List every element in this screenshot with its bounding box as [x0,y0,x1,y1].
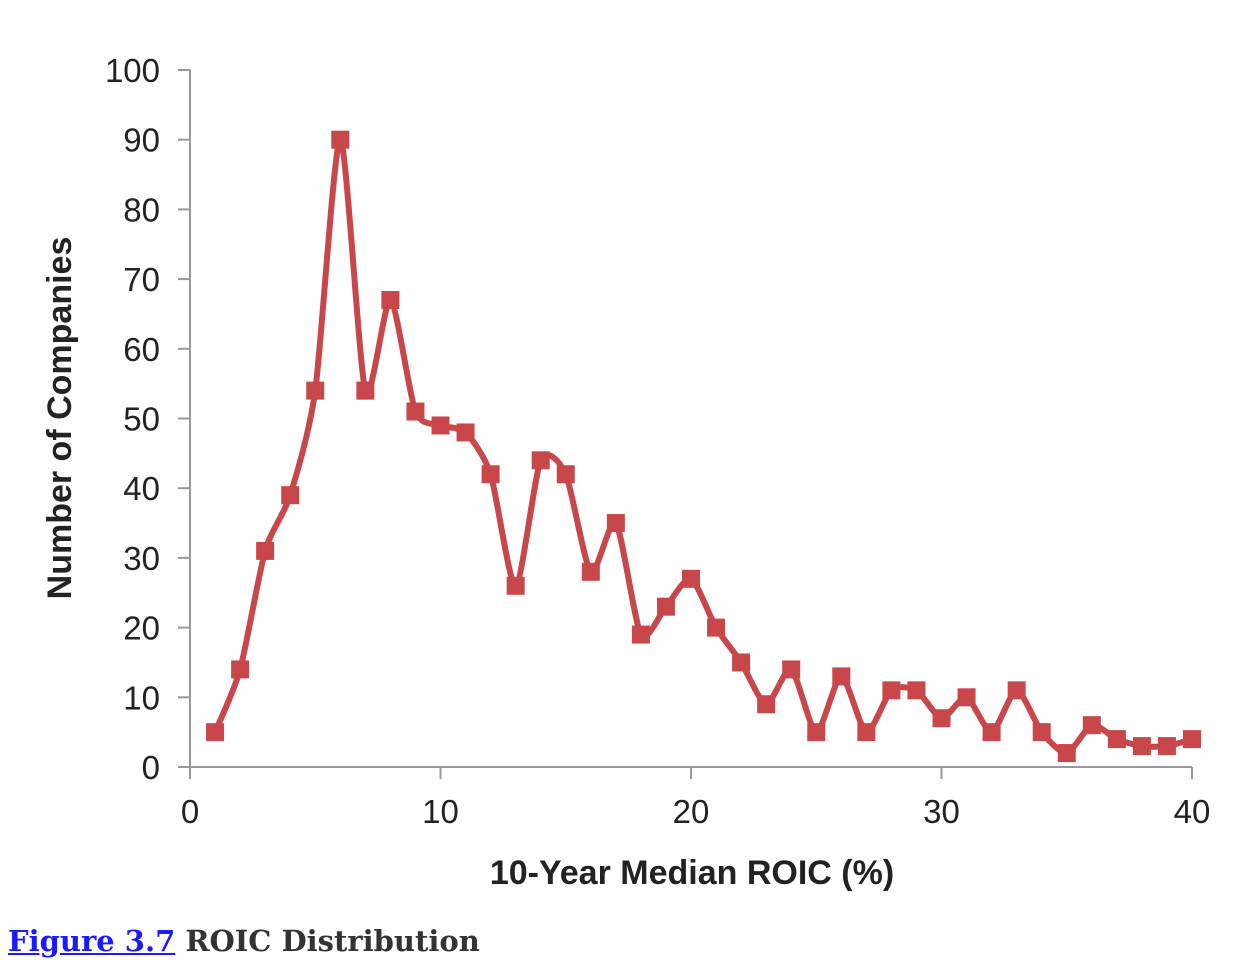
data-point-marker [1007,681,1026,700]
x-tick-label: 40 [1174,793,1211,830]
y-tick-label: 60 [123,331,160,368]
roic-distribution-chart: 0 10 20 30 40 50 60 70 80 90 100 0 10 20 30 40 10-Year … [41,52,1210,892]
x-tick-label: 10 [422,793,459,830]
data-point-marker [882,681,901,700]
y-tick-label: 0 [142,749,160,786]
y-tick-label: 20 [123,610,160,647]
y-tick-label: 70 [123,261,160,298]
data-point-marker [331,130,350,149]
y-tick-label: 30 [123,540,160,577]
x-tick-label: 20 [673,793,710,830]
x-tick-label: 0 [181,793,199,830]
y-tick-label: 50 [123,401,160,438]
data-point-marker [1132,737,1151,756]
data-point-marker [531,451,550,470]
data-point-marker [1057,744,1076,763]
data-point-marker [707,618,726,637]
y-tick-label: 90 [123,122,160,159]
data-point-marker [556,465,575,484]
y-tick-label: 100 [105,52,160,89]
data-point-marker [982,723,1001,742]
data-point-marker [732,653,751,672]
x-tick-label: 30 [923,793,960,830]
y-tick-label: 80 [123,191,160,228]
data-point-marker [757,695,776,714]
data-point-marker [206,723,225,742]
axes [178,69,1193,779]
data-point-marker [631,625,650,644]
y-axis-title: Number of Companies [41,237,79,600]
data-point-marker [456,423,475,442]
y-tick-label: 10 [123,679,160,716]
data-point-marker [406,402,425,421]
data-point-marker [506,576,525,595]
data-point-marker [957,688,976,707]
data-point-marker [1157,737,1176,756]
data-point-marker [1183,730,1201,749]
data-point-marker [481,465,500,484]
data-point-marker [381,291,400,310]
data-point-marker [606,514,625,533]
figure-caption: Figure 3.7 ROIC Distribution [8,924,480,958]
data-point-marker [907,681,926,700]
x-axis-title: 10-Year Median ROIC (%) [490,854,894,892]
data-point-marker [857,723,876,742]
data-point-marker [306,381,325,400]
series-line [212,136,1193,757]
data-point-marker [1032,723,1051,742]
figure-title: ROIC Distribution [185,924,480,958]
figure-link[interactable]: Figure 3.7 [8,924,176,958]
data-point-marker [682,569,700,588]
data-point-marker [431,416,450,435]
data-point-marker [782,660,801,679]
series-companies [206,130,1201,763]
data-point-marker [832,667,851,686]
data-point-marker [281,486,300,505]
tick-labels: 0 10 20 30 40 50 60 70 80 90 100 0 10 20 30 40 [105,52,1210,830]
data-point-marker [1082,716,1101,735]
data-point-marker [231,660,250,679]
data-point-marker [356,381,375,400]
data-point-marker [656,597,675,616]
data-point-marker [932,709,951,728]
data-point-marker [807,723,826,742]
data-point-marker [256,541,275,560]
data-point-marker [581,562,600,581]
y-tick-label: 40 [123,470,160,507]
data-point-marker [1107,730,1126,749]
